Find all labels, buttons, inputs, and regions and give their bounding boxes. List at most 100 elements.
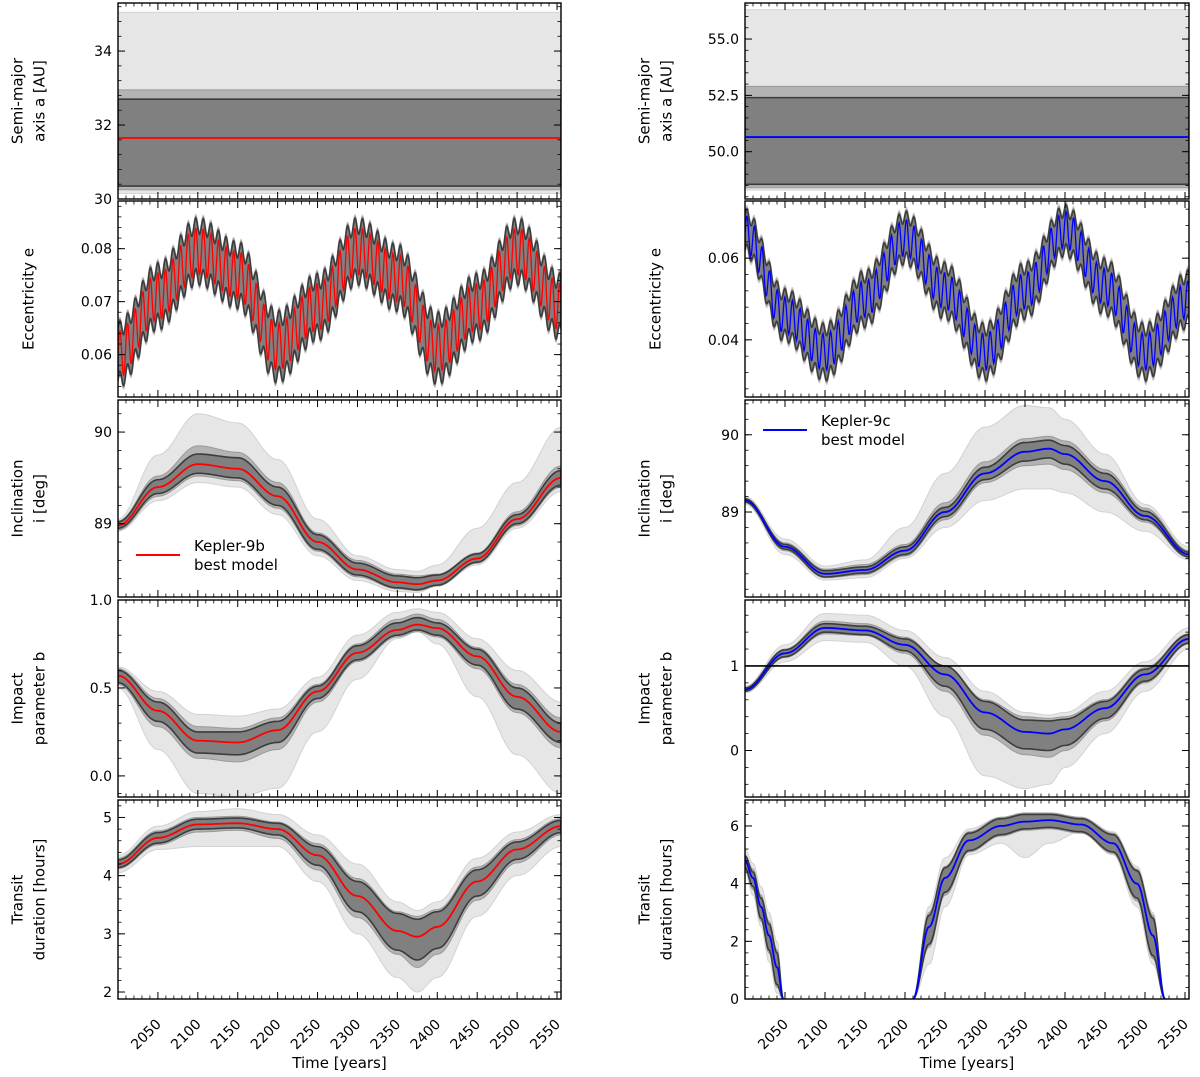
left-panel-semi-major-axis: 30 32 34 Semi-major axis a [AU]	[9, 2, 562, 208]
right-impact-parameter-ylabel: parameter b	[658, 652, 676, 745]
right-impact-parameter-best-model-line	[745, 626, 1189, 735]
left-eccentricity-ytick-label: 0.08	[81, 242, 112, 258]
right-impact-parameter-plot-area	[745, 613, 1189, 790]
left-legend-label: Kepler-9b	[194, 537, 265, 555]
right-semi-major-axis-ytick-label: 55.0	[708, 32, 739, 48]
right-semi-major-axis-ytick-label: 50.0	[708, 145, 739, 161]
left-inclination-frame	[117, 399, 562, 598]
right-eccentricity-plot-area	[745, 201, 1189, 386]
left-eccentricity-frame	[117, 200, 562, 398]
left-transit-duration-band-1	[118, 808, 561, 993]
right-xtick-label: 2250	[915, 1017, 952, 1054]
right-impact-parameter-band-3	[745, 622, 1189, 752]
left-inclination-band-3	[118, 453, 561, 591]
left-panel-impact-parameter: 0.0 0.5 1.0 Impact parameter b	[9, 593, 562, 798]
right-panel-semi-major-axis: 50.0 52.5 55.0 Semi-major axis a [AU]	[636, 2, 1190, 200]
right-column: 50.0 52.5 55.0 Semi-major axis a [AU] 0.04 0.0…	[636, 2, 1192, 1072]
right-transit-duration-band-2-seg1	[912, 812, 1166, 999]
left-impact-parameter-frame	[117, 599, 562, 798]
right-semi-major-axis-band-3	[745, 96, 1189, 186]
right-semi-major-axis-plot-area	[745, 9, 1189, 191]
left-transit-duration-band-3	[118, 817, 561, 961]
left-inclination-ytick-label: 90	[94, 425, 112, 441]
right-inclination-frame	[744, 399, 1190, 598]
right-xtick-label: 2050	[755, 1017, 792, 1054]
left-impact-parameter-band-2	[118, 613, 561, 763]
right-xtick-label: 2150	[835, 1017, 872, 1054]
left-impact-parameter-ytick-label: 0.5	[90, 681, 112, 697]
left-semi-major-axis-ytick-label: 34	[94, 44, 112, 60]
left-inclination-ylabel: i [deg]	[31, 474, 49, 523]
left-impact-parameter-ytick-label: 0.0	[90, 769, 112, 785]
left-inclination-ylabel: Inclination	[9, 460, 27, 538]
right-eccentricity-band-3	[745, 203, 1189, 383]
right-inclination-best-model-line	[745, 447, 1189, 575]
right-eccentricity-best-model-line	[745, 209, 1189, 373]
left-transit-duration-ytick-label: 5	[103, 810, 112, 826]
right-impact-parameter-ytick-label: 1	[730, 659, 739, 675]
right-xtick-label: 2550	[1155, 1017, 1192, 1054]
left-semi-major-axis-ytick-label: 32	[94, 118, 112, 134]
right-transit-duration-band-3-seg0	[745, 855, 784, 999]
left-impact-parameter-best-model-line	[118, 623, 561, 744]
left-eccentricity-band-3	[118, 216, 561, 387]
left-semi-major-axis-plot-area	[118, 11, 561, 194]
left-xtick-label: 2100	[168, 1017, 205, 1054]
left-impact-parameter-band-1	[118, 608, 561, 797]
right-inclination-band-3	[745, 439, 1189, 578]
left-xtick-label: 2450	[448, 1017, 485, 1054]
left-xtick-label: 2350	[368, 1017, 405, 1054]
right-inclination-band-2	[745, 435, 1189, 579]
right-eccentricity-ytick-label: 0.04	[708, 333, 739, 349]
left-impact-parameter-band-3	[118, 616, 561, 756]
right-legend-label: Kepler-9c	[821, 412, 891, 430]
left-transit-duration-ylabel: duration [hours]	[31, 839, 49, 961]
left-inclination-ytick-label: 89	[94, 517, 112, 533]
right-transit-duration-plot-area	[745, 812, 1166, 999]
right-impact-parameter-ylabel: Impact	[636, 672, 654, 724]
left-impact-parameter-ytick-label: 1.0	[90, 593, 112, 609]
left-xtick-label: 2550	[527, 1017, 564, 1054]
right-xtick-label: 2400	[1035, 1017, 1072, 1054]
right-impact-parameter-ytick-label: 0	[730, 743, 739, 759]
left-impact-parameter-ylabel: Impact	[9, 672, 27, 724]
right-eccentricity-ytick-label: 0.06	[708, 251, 739, 267]
left-transit-duration-frame	[117, 799, 562, 1000]
right-inclination-plot-area	[745, 404, 1189, 581]
left-semi-major-axis-band-3	[118, 98, 561, 187]
right-transit-duration-ytick-label: 4	[730, 877, 739, 893]
left-eccentricity-ytick-label: 0.07	[81, 295, 112, 311]
right-semi-major-axis-ytick-label: 52.5	[708, 88, 739, 104]
left-semi-major-axis-ylabel: Semi-major	[9, 57, 27, 144]
left-inclination-best-model-line	[118, 463, 561, 586]
right-inclination-ytick-label: 89	[721, 505, 739, 521]
right-transit-duration-ytick-label: 0	[730, 992, 739, 1008]
left-xtick-label: 2500	[487, 1017, 524, 1054]
right-xtick-label: 2350	[995, 1017, 1032, 1054]
left-xlabel: Time [years]	[291, 1054, 386, 1072]
left-transit-duration-ytick-label: 3	[103, 927, 112, 943]
left-eccentricity-best-model-line	[118, 227, 561, 376]
right-semi-major-axis-frame	[744, 2, 1190, 200]
left-eccentricity-plot-area	[118, 213, 561, 391]
right-panel-impact-parameter: 0 1 Impact parameter b	[636, 599, 1190, 798]
left-impact-parameter-ylabel: parameter b	[31, 652, 49, 745]
right-xtick-label: 2200	[875, 1017, 912, 1054]
right-transit-duration-band-3-seg1	[912, 813, 1166, 999]
right-semi-major-axis-ylabel: axis a [AU]	[658, 60, 676, 142]
right-impact-parameter-frame	[744, 599, 1190, 798]
left-eccentricity-ytick-label: 0.06	[81, 348, 112, 364]
left-transit-duration-plot-area	[118, 808, 561, 993]
left-semi-major-axis-ylabel: axis a [AU]	[31, 60, 49, 142]
right-transit-duration-ytick-label: 6	[730, 819, 739, 835]
right-eccentricity-ylabel: Eccentricity e	[647, 248, 665, 350]
left-transit-duration-best-model-line	[118, 822, 561, 938]
left-xtick-label: 2300	[328, 1017, 365, 1054]
right-semi-major-axis-ylabel: Semi-major	[636, 57, 654, 144]
left-xtick-label: 2400	[408, 1017, 445, 1054]
